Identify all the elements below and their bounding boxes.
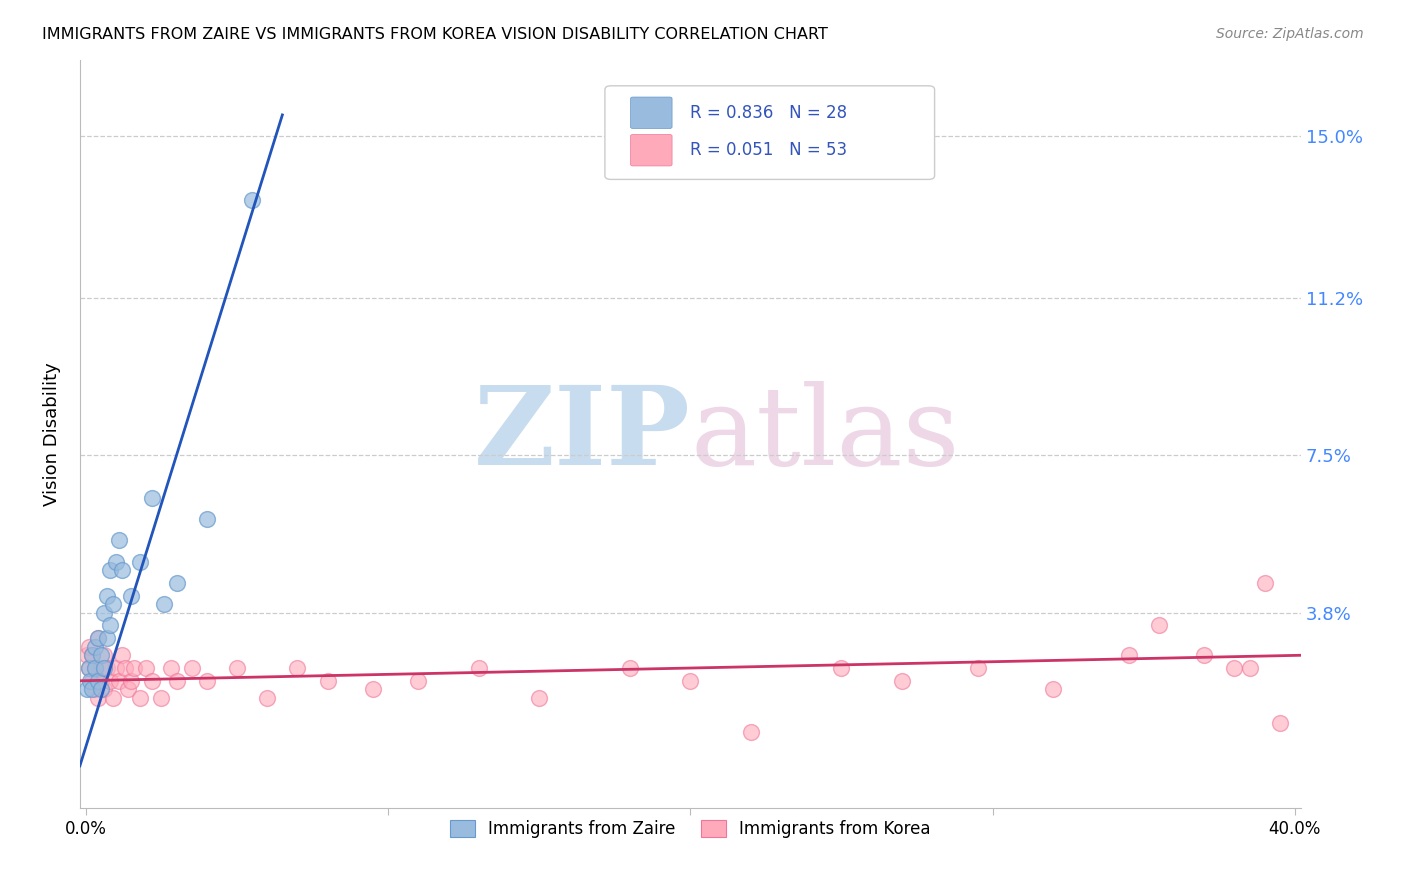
- Point: [80, 673, 103, 688]
- Point: [129, 555, 152, 569]
- Point: [1268, 716, 1291, 731]
- Point: [117, 682, 139, 697]
- Point: [105, 555, 128, 569]
- Point: [287, 661, 309, 675]
- Point: [1192, 648, 1215, 663]
- Point: [1147, 618, 1170, 632]
- Point: [90, 673, 112, 688]
- Point: [96, 589, 118, 603]
- Point: [108, 533, 131, 548]
- FancyBboxPatch shape: [630, 135, 672, 166]
- Point: [98, 673, 121, 688]
- Point: [80, 648, 103, 663]
- Point: [87, 673, 110, 688]
- Point: [76, 682, 98, 697]
- Point: [84, 682, 107, 697]
- Point: [135, 661, 157, 675]
- Point: [96, 661, 118, 675]
- FancyBboxPatch shape: [630, 97, 672, 128]
- Text: atlas: atlas: [690, 381, 960, 488]
- Point: [740, 724, 762, 739]
- Point: [84, 661, 107, 675]
- Point: [159, 661, 181, 675]
- Point: [80, 682, 103, 697]
- Point: [1118, 648, 1140, 663]
- Point: [226, 661, 249, 675]
- Point: [831, 661, 853, 675]
- Point: [150, 690, 173, 705]
- Point: [166, 576, 188, 591]
- Point: [96, 632, 118, 646]
- Point: [87, 632, 110, 646]
- Point: [93, 606, 115, 620]
- Point: [80, 648, 103, 663]
- Point: [408, 673, 430, 688]
- Point: [679, 673, 702, 688]
- Point: [195, 673, 218, 688]
- Text: Source: ZipAtlas.com: Source: ZipAtlas.com: [1216, 27, 1364, 41]
- Point: [87, 632, 110, 646]
- Point: [108, 673, 131, 688]
- Point: [93, 648, 115, 663]
- Point: [120, 673, 142, 688]
- Point: [141, 491, 163, 505]
- Point: [111, 648, 134, 663]
- Point: [1223, 661, 1246, 675]
- Point: [76, 648, 98, 663]
- Point: [890, 673, 912, 688]
- Point: [468, 661, 491, 675]
- Point: [195, 512, 218, 526]
- Text: IMMIGRANTS FROM ZAIRE VS IMMIGRANTS FROM KOREA VISION DISABILITY CORRELATION CHA: IMMIGRANTS FROM ZAIRE VS IMMIGRANTS FROM…: [42, 27, 828, 42]
- Point: [90, 661, 112, 675]
- Text: R = 0.051   N = 53: R = 0.051 N = 53: [690, 141, 848, 159]
- Point: [361, 682, 384, 697]
- Point: [1042, 682, 1064, 697]
- FancyBboxPatch shape: [605, 86, 935, 179]
- Text: R = 0.836   N = 28: R = 0.836 N = 28: [690, 103, 848, 122]
- Point: [98, 618, 121, 632]
- Point: [966, 661, 988, 675]
- Point: [101, 690, 124, 705]
- Point: [316, 673, 339, 688]
- Point: [79, 673, 101, 688]
- Point: [93, 682, 115, 697]
- Y-axis label: Vision Disability: Vision Disability: [44, 362, 60, 506]
- Point: [1239, 661, 1261, 675]
- Point: [90, 682, 112, 697]
- Point: [84, 661, 107, 675]
- Point: [87, 690, 110, 705]
- Point: [77, 661, 100, 675]
- Point: [84, 640, 107, 654]
- Point: [101, 597, 124, 611]
- Point: [114, 661, 136, 675]
- Point: [256, 690, 278, 705]
- Point: [619, 661, 641, 675]
- Point: [141, 673, 163, 688]
- Point: [77, 661, 100, 675]
- Point: [105, 661, 128, 675]
- Point: [90, 648, 112, 663]
- Legend: Immigrants from Zaire, Immigrants from Korea: Immigrants from Zaire, Immigrants from K…: [443, 814, 938, 845]
- Point: [77, 640, 100, 654]
- Point: [120, 589, 142, 603]
- Point: [180, 661, 202, 675]
- Point: [129, 690, 152, 705]
- Point: [98, 563, 121, 577]
- Point: [529, 690, 551, 705]
- Point: [1253, 576, 1275, 591]
- Point: [122, 661, 145, 675]
- Point: [166, 673, 188, 688]
- Point: [153, 597, 176, 611]
- Point: [111, 563, 134, 577]
- Point: [240, 193, 263, 207]
- Text: ZIP: ZIP: [474, 381, 690, 488]
- Point: [93, 661, 115, 675]
